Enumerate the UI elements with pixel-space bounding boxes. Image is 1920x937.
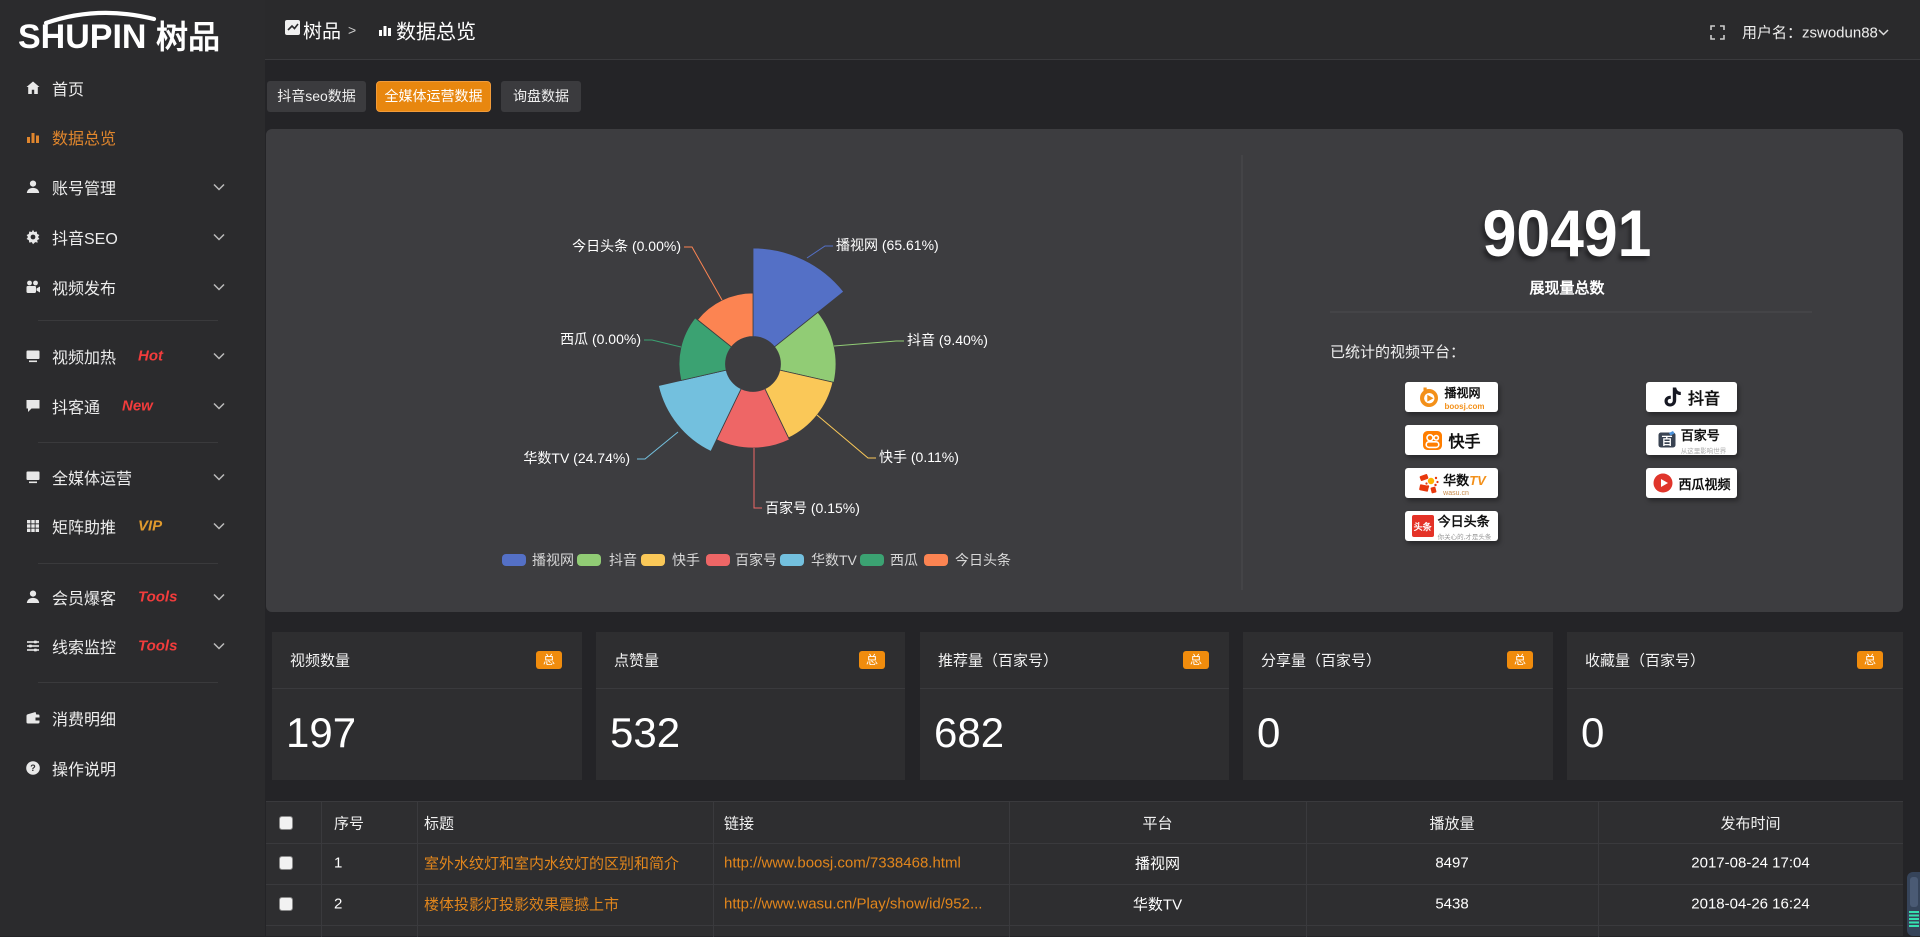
svg-text:华数TV (24.74%): 华数TV (24.74%) bbox=[523, 450, 630, 466]
svg-text:树品: 树品 bbox=[156, 19, 220, 54]
svg-text:百家号 (0.15%): 百家号 (0.15%) bbox=[765, 500, 860, 516]
svg-text:西瓜 (0.00%): 西瓜 (0.00%) bbox=[560, 331, 641, 347]
svg-text:百家号: 百家号 bbox=[735, 552, 777, 568]
svg-text:快手 (0.11%): 快手 (0.11%) bbox=[879, 449, 959, 465]
svg-text:百: 百 bbox=[1661, 435, 1672, 448]
svg-text:快手: 快手 bbox=[672, 552, 700, 568]
svg-text:播视网 (65.61%): 播视网 (65.61%) bbox=[836, 237, 939, 253]
svg-text:今日头条: 今日头条 bbox=[955, 552, 1011, 568]
svg-text:SHUPIN: SHUPIN bbox=[18, 18, 146, 54]
svg-text:抖音: 抖音 bbox=[609, 552, 637, 568]
svg-text:西瓜: 西瓜 bbox=[890, 552, 918, 568]
svg-text:?: ? bbox=[30, 763, 36, 773]
svg-text:抖音 (9.40%): 抖音 (9.40%) bbox=[907, 332, 988, 348]
svg-text:华数TV: 华数TV bbox=[811, 552, 858, 568]
svg-text:今日头条 (0.00%): 今日头条 (0.00%) bbox=[572, 238, 681, 254]
svg-text:播视网: 播视网 bbox=[532, 552, 574, 568]
